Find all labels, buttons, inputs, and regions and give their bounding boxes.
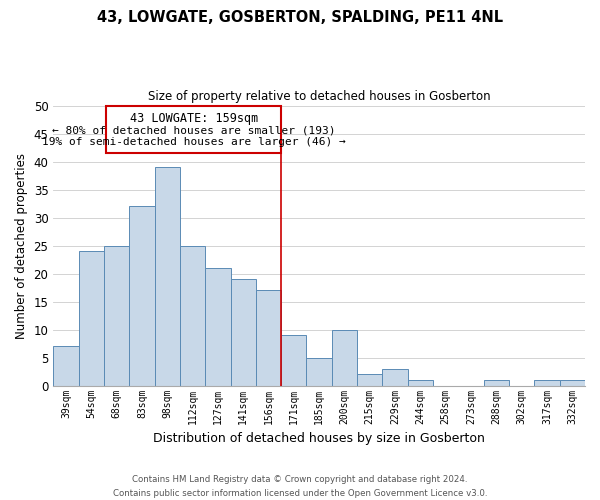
Bar <box>79 251 104 386</box>
Bar <box>205 268 230 386</box>
Bar <box>382 369 408 386</box>
Bar <box>408 380 433 386</box>
Y-axis label: Number of detached properties: Number of detached properties <box>15 152 28 338</box>
Text: 43, LOWGATE, GOSBERTON, SPALDING, PE11 4NL: 43, LOWGATE, GOSBERTON, SPALDING, PE11 4… <box>97 10 503 25</box>
Bar <box>281 335 307 386</box>
Bar <box>560 380 585 386</box>
Bar <box>129 206 155 386</box>
Bar <box>535 380 560 386</box>
Bar <box>332 330 357 386</box>
Text: 19% of semi-detached houses are larger (46) →: 19% of semi-detached houses are larger (… <box>42 138 346 147</box>
Bar <box>256 290 281 386</box>
Bar <box>230 279 256 386</box>
FancyBboxPatch shape <box>106 106 281 153</box>
Text: Contains HM Land Registry data © Crown copyright and database right 2024.
Contai: Contains HM Land Registry data © Crown c… <box>113 476 487 498</box>
Title: Size of property relative to detached houses in Gosberton: Size of property relative to detached ho… <box>148 90 490 103</box>
Text: ← 80% of detached houses are smaller (193): ← 80% of detached houses are smaller (19… <box>52 125 335 135</box>
Bar <box>357 374 382 386</box>
Bar <box>155 167 180 386</box>
Bar <box>180 246 205 386</box>
Bar <box>104 246 129 386</box>
X-axis label: Distribution of detached houses by size in Gosberton: Distribution of detached houses by size … <box>153 432 485 445</box>
Bar <box>307 358 332 386</box>
Text: 43 LOWGATE: 159sqm: 43 LOWGATE: 159sqm <box>130 112 258 126</box>
Bar <box>53 346 79 386</box>
Bar <box>484 380 509 386</box>
